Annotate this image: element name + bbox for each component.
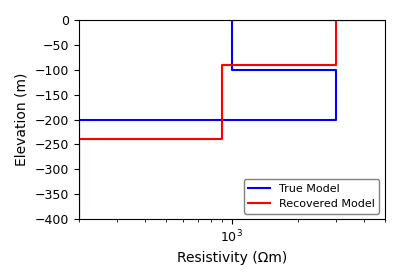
Recovered Model — [334, 18, 339, 22]
Line: True Model: True Model — [79, 20, 385, 219]
Recovered Model — [334, 63, 339, 66]
Recovered Model — [76, 218, 81, 221]
Recovered Model — [382, 18, 387, 22]
Recovered Model — [219, 138, 224, 141]
True Model — [334, 118, 339, 121]
Recovered Model — [219, 63, 224, 66]
Recovered Model — [76, 218, 81, 221]
Line: Recovered Model: Recovered Model — [79, 20, 385, 219]
True Model — [76, 218, 81, 221]
True Model — [76, 218, 81, 221]
Legend: True Model, Recovered Model: True Model, Recovered Model — [244, 179, 380, 214]
True Model — [334, 68, 339, 71]
Recovered Model — [76, 138, 81, 141]
True Model — [76, 118, 81, 121]
True Model — [382, 18, 387, 22]
True Model — [230, 68, 234, 71]
Y-axis label: Elevation (m): Elevation (m) — [15, 73, 29, 166]
True Model — [230, 18, 234, 22]
X-axis label: Resistivity (Ωm): Resistivity (Ωm) — [177, 251, 287, 265]
